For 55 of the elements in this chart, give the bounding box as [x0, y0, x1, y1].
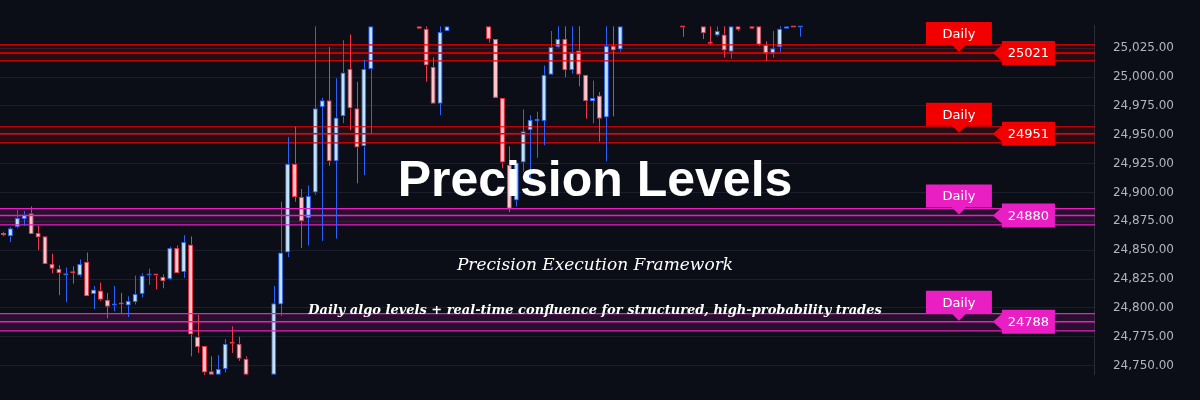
candlestick — [167, 247, 173, 280]
candlestick — [437, 25, 443, 116]
candlestick — [97, 282, 103, 300]
y-tick-label: 24,775.00 — [1112, 328, 1175, 343]
candlestick — [721, 25, 727, 59]
candlestick — [139, 272, 145, 298]
annotation: Daily — [942, 106, 976, 122]
y-tick-label: 24,850.00 — [1112, 242, 1175, 257]
candlestick — [340, 39, 346, 124]
annotation: Daily — [942, 25, 976, 41]
y-tick-label: 24,825.00 — [1112, 271, 1175, 286]
candlestick — [777, 25, 783, 53]
candlestick — [285, 136, 291, 258]
candlestick — [104, 292, 110, 319]
y-tick-label: 24,875.00 — [1112, 213, 1175, 228]
candlestick — [195, 314, 200, 354]
text: Precision Execution Framework — [456, 254, 734, 274]
candlestick — [132, 275, 138, 305]
ref-line-label: 24951 — [1007, 126, 1050, 142]
y-tick-label: 25,000.00 — [1112, 69, 1175, 84]
y-tick-label: 24,925.00 — [1112, 155, 1175, 170]
candlestick — [326, 46, 332, 167]
candlestick — [319, 97, 325, 242]
y-tick-label: 25,025.00 — [1112, 40, 1175, 55]
candlestick — [236, 336, 242, 362]
candlestick — [603, 25, 609, 162]
candlestick — [714, 25, 720, 36]
candlestick — [361, 59, 367, 176]
candlestick — [610, 25, 616, 117]
ref-line-label: 25021 — [1007, 45, 1050, 61]
candlestick — [77, 258, 83, 276]
candlestick — [596, 91, 602, 143]
y-tick-label: 24,975.00 — [1112, 98, 1175, 113]
y-tick-label: 24,750.00 — [1112, 357, 1175, 372]
annotation: Daily — [942, 294, 976, 310]
candlestick — [222, 338, 228, 373]
candlestick — [298, 188, 304, 249]
annotation: Daily — [942, 188, 976, 204]
candlestick — [347, 33, 353, 131]
candlestick — [181, 234, 187, 279]
candlestick — [7, 228, 13, 243]
candlestick — [188, 235, 194, 357]
ref-line-label: 24880 — [1007, 207, 1050, 223]
candlestick — [312, 25, 318, 196]
candlestick — [354, 81, 360, 184]
candlestick — [91, 285, 97, 310]
ref-line-label: 24788 — [1007, 314, 1050, 330]
candlestick — [278, 201, 284, 317]
y-tick-label: 24,900.00 — [1112, 184, 1175, 199]
candlestick — [305, 185, 311, 247]
candlestick — [63, 267, 69, 303]
y-tick-label: 24,950.00 — [1112, 126, 1175, 141]
candlestick — [125, 295, 131, 318]
candlestick — [292, 126, 298, 203]
y-tick-label: 24,800.00 — [1112, 300, 1175, 314]
